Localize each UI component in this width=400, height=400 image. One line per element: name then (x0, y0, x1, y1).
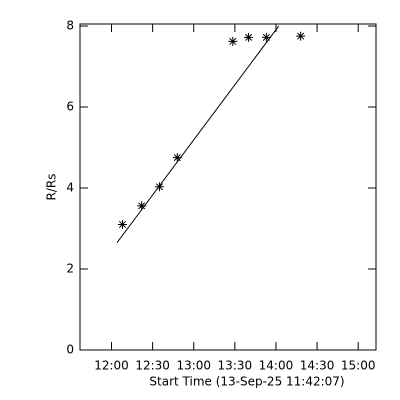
marker (296, 31, 306, 41)
y-axis-label: R/Rs (45, 174, 59, 201)
marker (244, 32, 254, 42)
fit-line (116, 25, 280, 243)
marker (261, 32, 271, 42)
x-axis-label: Start Time (13-Sep-25 11:42:07) (149, 375, 344, 389)
y-tick-label: 4 (66, 181, 74, 195)
y-tick-label: 8 (66, 19, 74, 33)
x-tick-label: 14:00 (259, 359, 294, 373)
x-tick-label: 12:00 (94, 359, 129, 373)
marker (137, 201, 147, 211)
x-tick-label: 13:30 (218, 359, 253, 373)
x-tick-label: 13:00 (176, 359, 211, 373)
x-tick-label: 15:00 (341, 359, 376, 373)
y-tick-label: 2 (66, 262, 74, 276)
marker (228, 36, 238, 46)
x-tick-label: 12:30 (135, 359, 170, 373)
marker (154, 182, 164, 192)
marker (117, 219, 127, 229)
plot-frame (79, 23, 377, 351)
x-tick-label: 14:30 (300, 359, 335, 373)
y-tick-label: 6 (66, 100, 74, 114)
y-tick-label: 0 (66, 343, 74, 357)
marker (172, 153, 182, 163)
